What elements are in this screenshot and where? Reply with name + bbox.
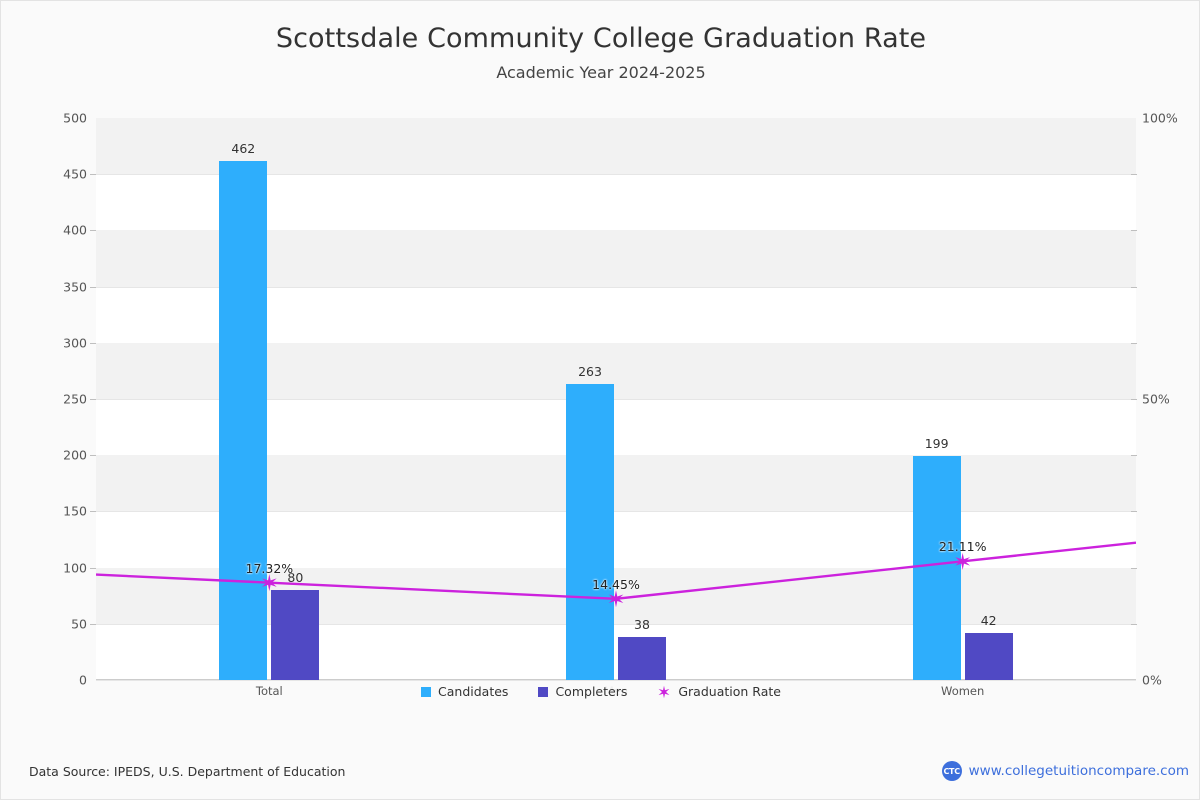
- gridline: [96, 399, 1136, 400]
- y-axis-tick-mark: [90, 399, 96, 400]
- y-axis-tick-label: 100: [63, 560, 87, 576]
- y2-axis-tick-mark: [1131, 567, 1137, 569]
- bar-completers[interactable]: [964, 632, 1013, 680]
- y-axis-tick-mark: [90, 623, 96, 625]
- y2-axis-tick-mark: [1131, 623, 1137, 625]
- y-axis-tick-mark: [90, 174, 96, 176]
- gridline: [96, 623, 1136, 625]
- y-axis-tick-mark: [90, 342, 96, 344]
- legend-square-icon: [538, 686, 549, 697]
- legend-item-label: Completers: [555, 684, 628, 699]
- y2-axis-tick-mark: [1131, 455, 1137, 457]
- bar-value-label: 199: [924, 436, 949, 452]
- x-axis-category-label: Women: [941, 684, 985, 698]
- y-axis-tick-label: 400: [63, 222, 87, 238]
- y-axis-tick-label: 450: [63, 166, 87, 182]
- rate-value-label: 14.45%: [592, 576, 640, 592]
- y2-axis-tick-mark: [1131, 399, 1137, 400]
- gridline: [96, 286, 1136, 288]
- rate-value-label: 17.32%: [245, 560, 294, 576]
- brand-url-label: www.collegetuitioncompare.com: [968, 763, 1189, 779]
- y-axis-tick-label: 250: [63, 391, 87, 407]
- chart-legend: Candidates Completers Graduation Rate: [1, 683, 1200, 700]
- y-axis-tick-mark: [90, 567, 96, 569]
- bar-candidates[interactable]: [566, 384, 614, 680]
- y-axis-tick-label: 150: [63, 503, 87, 519]
- y2-axis-tick-mark: [1131, 230, 1137, 232]
- legend-star-icon: [658, 685, 670, 698]
- legend-item[interactable]: Graduation Rate: [655, 683, 783, 700]
- bar-candidates[interactable]: [912, 456, 961, 680]
- page-title: Scottsdale Community College Graduation …: [275, 23, 927, 54]
- y-axis-tick-label: 50: [71, 616, 87, 632]
- bar-value-label: 263: [578, 364, 602, 380]
- chart-subtitle: Academic Year 2024-2025: [496, 63, 706, 82]
- bar-value-label: 42: [980, 612, 997, 628]
- bar-value-label: 38: [634, 617, 650, 633]
- legend-item-label: Candidates: [438, 684, 509, 699]
- data-source-note: Data Source: IPEDS, U.S. Department of E…: [29, 764, 346, 779]
- y-axis-tick-mark: [90, 230, 96, 232]
- y2-axis-tick-mark: [1131, 342, 1137, 344]
- gridline: [96, 511, 1136, 513]
- bar-completers[interactable]: [271, 590, 320, 680]
- plot-band: [96, 118, 1136, 175]
- bar-value-label: 462: [231, 140, 256, 156]
- bar-completers[interactable]: [618, 637, 666, 680]
- y-axis-tick-label: 350: [63, 279, 87, 295]
- bar-candidates[interactable]: [219, 160, 268, 680]
- y-axis-tick-label: 200: [63, 447, 87, 463]
- y2-axis-tick-mark: [1131, 511, 1137, 513]
- y-axis-tick-mark: [90, 511, 96, 513]
- rate-value-label: 21.11%: [938, 539, 987, 555]
- y-axis-tick-mark: [90, 455, 96, 457]
- y-axis-tick-label: 500: [63, 110, 87, 126]
- y-axis-tick-label: 0: [79, 672, 87, 688]
- y2-axis-tick-label: 0%: [1142, 672, 1162, 688]
- gridline: [96, 174, 1136, 176]
- gridline: [96, 680, 1136, 681]
- legend-item[interactable]: Candidates: [419, 683, 511, 700]
- y2-axis-tick-label: 50%: [1142, 391, 1170, 407]
- x-axis-category-label: Total: [255, 684, 283, 698]
- y2-axis-tick-mark: [1131, 286, 1137, 288]
- brand-link[interactable]: CTC www.collegetuitioncompare.com: [941, 761, 1189, 781]
- plot-band: [96, 342, 1136, 399]
- x-axis-line: [96, 679, 1136, 680]
- legend-item-label: Graduation Rate: [678, 684, 781, 699]
- y2-axis-tick-mark: [1131, 174, 1137, 176]
- legend-square-icon: [421, 686, 432, 697]
- ctc-logo-icon: CTC: [941, 761, 962, 781]
- plot-band: [96, 455, 1136, 512]
- y-axis-tick-mark: [90, 286, 96, 288]
- y2-axis-tick-label: 100%: [1142, 110, 1178, 126]
- legend-item[interactable]: Completers: [536, 683, 630, 700]
- y-axis-tick-label: 300: [63, 335, 87, 351]
- plot-band: [96, 230, 1136, 287]
